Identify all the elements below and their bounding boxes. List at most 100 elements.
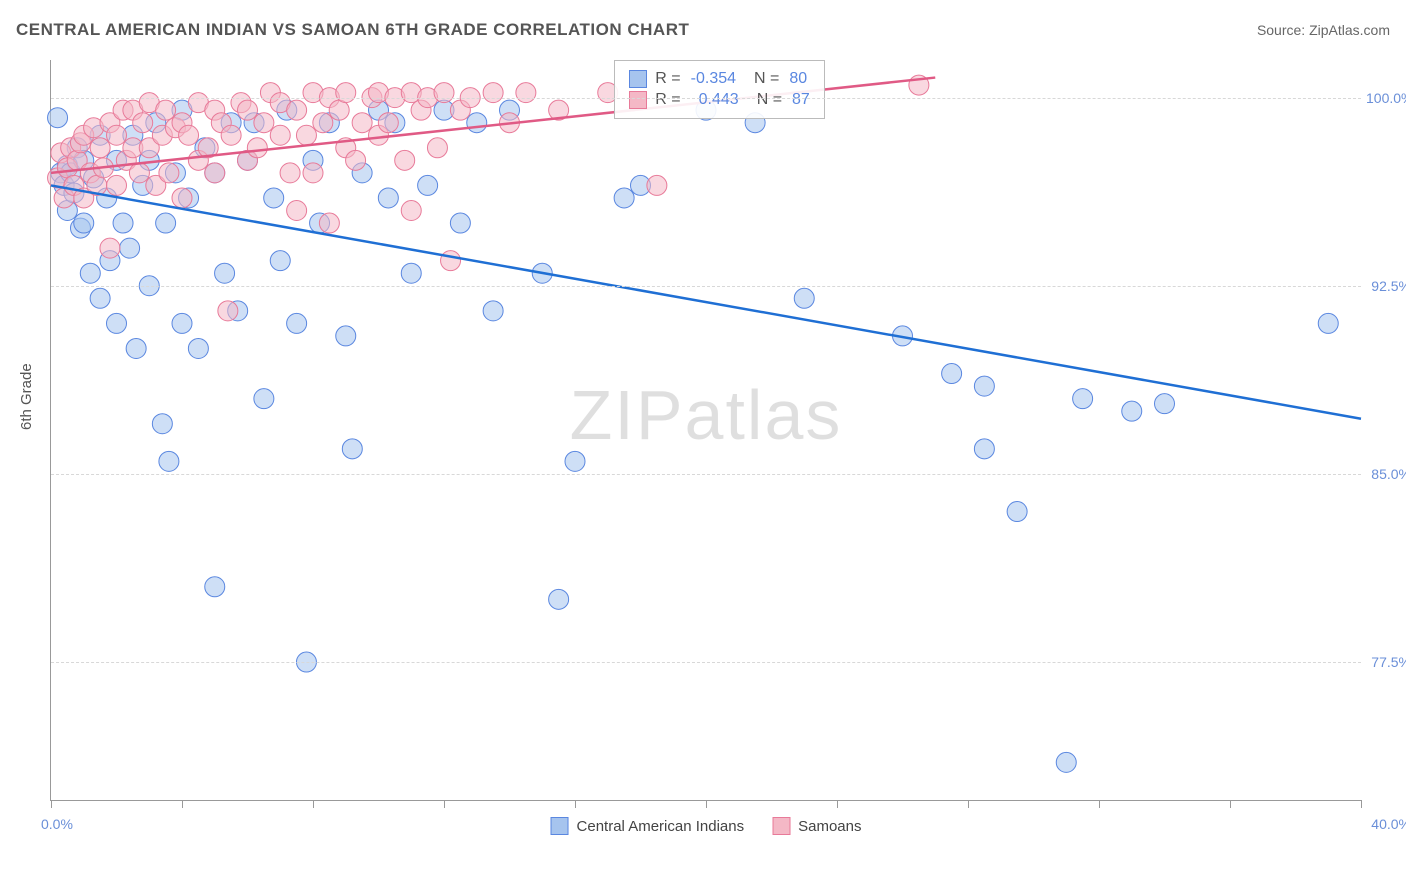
data-point[interactable] <box>179 125 199 145</box>
chart-header: CENTRAL AMERICAN INDIAN VS SAMOAN 6TH GR… <box>16 20 1390 40</box>
stats-n-value-2: 87 <box>792 91 810 109</box>
stats-r-value-1: -0.354 <box>691 70 736 88</box>
data-point[interactable] <box>270 251 290 271</box>
data-point[interactable] <box>247 138 267 158</box>
data-point[interactable] <box>215 263 235 283</box>
legend-swatch-1 <box>551 817 569 835</box>
stats-r-value-2: 0.443 <box>699 91 739 109</box>
y-tick-label: 85.0% <box>1366 466 1406 482</box>
data-point[interactable] <box>188 338 208 358</box>
data-point[interactable] <box>113 213 133 233</box>
data-point[interactable] <box>1056 752 1076 772</box>
data-point[interactable] <box>107 175 127 195</box>
data-point[interactable] <box>336 83 356 103</box>
data-point[interactable] <box>313 113 333 133</box>
data-point[interactable] <box>647 175 667 195</box>
data-point[interactable] <box>336 326 356 346</box>
gridline <box>51 662 1361 663</box>
data-point[interactable] <box>156 100 176 120</box>
legend-item-1[interactable]: Central American Indians <box>551 817 745 835</box>
data-point[interactable] <box>303 163 323 183</box>
source-prefix: Source: <box>1257 22 1309 38</box>
data-point[interactable] <box>378 113 398 133</box>
data-point[interactable] <box>565 451 585 471</box>
data-point[interactable] <box>342 439 362 459</box>
data-point[interactable] <box>280 163 300 183</box>
data-point[interactable] <box>319 213 339 233</box>
data-point[interactable] <box>80 263 100 283</box>
data-point[interactable] <box>483 83 503 103</box>
data-point[interactable] <box>172 188 192 208</box>
data-point[interactable] <box>441 251 461 271</box>
gridline <box>51 286 1361 287</box>
data-point[interactable] <box>287 201 307 221</box>
data-point[interactable] <box>270 125 290 145</box>
data-point[interactable] <box>159 163 179 183</box>
stats-r-label-2: R = <box>655 91 680 109</box>
data-point[interactable] <box>120 238 140 258</box>
y-tick-label: 100.0% <box>1366 90 1406 106</box>
data-point[interactable] <box>90 138 110 158</box>
data-point[interactable] <box>133 113 153 133</box>
x-tick <box>1230 800 1231 808</box>
data-point[interactable] <box>218 301 238 321</box>
data-point[interactable] <box>205 577 225 597</box>
data-point[interactable] <box>450 213 470 233</box>
data-point[interactable] <box>100 238 120 258</box>
gridline <box>51 98 1361 99</box>
data-point[interactable] <box>1073 389 1093 409</box>
data-point[interactable] <box>942 364 962 384</box>
stats-n-label-1: N = <box>754 70 779 88</box>
data-point[interactable] <box>159 451 179 471</box>
data-point[interactable] <box>254 389 274 409</box>
data-point[interactable] <box>221 125 241 145</box>
data-point[interactable] <box>287 313 307 333</box>
data-point[interactable] <box>90 288 110 308</box>
data-point[interactable] <box>48 108 68 128</box>
data-point[interactable] <box>107 125 127 145</box>
data-point[interactable] <box>296 125 316 145</box>
data-point[interactable] <box>129 163 149 183</box>
chart-svg <box>51 60 1361 800</box>
legend-bottom: Central American Indians Samoans <box>551 817 862 835</box>
data-point[interactable] <box>264 188 284 208</box>
data-point[interactable] <box>516 83 536 103</box>
data-point[interactable] <box>287 100 307 120</box>
data-point[interactable] <box>329 100 349 120</box>
data-point[interactable] <box>126 338 146 358</box>
data-point[interactable] <box>549 589 569 609</box>
data-point[interactable] <box>172 313 192 333</box>
source-link[interactable]: ZipAtlas.com <box>1309 22 1390 38</box>
x-axis-max-label: 40.0% <box>1371 816 1406 832</box>
data-point[interactable] <box>401 201 421 221</box>
stats-swatch-2 <box>629 91 647 109</box>
data-point[interactable] <box>152 414 172 434</box>
data-point[interactable] <box>395 150 415 170</box>
data-point[interactable] <box>974 376 994 396</box>
chart-title: CENTRAL AMERICAN INDIAN VS SAMOAN 6TH GR… <box>16 20 689 40</box>
data-point[interactable] <box>974 439 994 459</box>
data-point[interactable] <box>378 188 398 208</box>
data-point[interactable] <box>434 83 454 103</box>
data-point[interactable] <box>794 288 814 308</box>
data-point[interactable] <box>427 138 447 158</box>
data-point[interactable] <box>107 313 127 333</box>
data-point[interactable] <box>205 163 225 183</box>
data-point[interactable] <box>1122 401 1142 421</box>
data-point[interactable] <box>1318 313 1338 333</box>
data-point[interactable] <box>1007 502 1027 522</box>
data-point[interactable] <box>483 301 503 321</box>
data-point[interactable] <box>156 213 176 233</box>
data-point[interactable] <box>238 100 258 120</box>
x-tick <box>706 800 707 808</box>
legend-item-2[interactable]: Samoans <box>772 817 861 835</box>
data-point[interactable] <box>401 263 421 283</box>
data-point[interactable] <box>614 188 634 208</box>
data-point[interactable] <box>1155 394 1175 414</box>
data-point[interactable] <box>74 213 94 233</box>
data-point[interactable] <box>352 113 372 133</box>
data-point[interactable] <box>418 175 438 195</box>
data-point[interactable] <box>346 150 366 170</box>
data-point[interactable] <box>467 113 487 133</box>
data-point[interactable] <box>254 113 274 133</box>
